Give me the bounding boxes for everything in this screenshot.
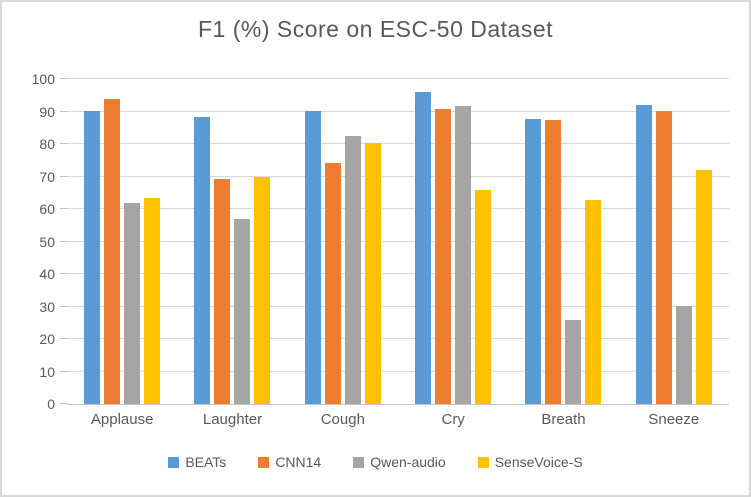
bar-group-sneeze (619, 79, 729, 404)
bar-beats-sneeze (635, 105, 652, 404)
x-axis-label-cough: Cough (320, 411, 365, 428)
legend-swatch-qwen-audio (353, 456, 365, 468)
y-tick-90 (60, 110, 67, 112)
legend-item-cnn14: CNN14 (258, 454, 321, 470)
x-axis-label-breath: Breath (541, 411, 586, 428)
gridline-10 (67, 370, 729, 372)
x-axis-label-applause: Applause (90, 411, 154, 428)
bar-sensevoice-s-applause (144, 198, 161, 404)
y-axis-label-60: 60 (39, 201, 55, 217)
bar-groups (67, 79, 729, 404)
y-axis-label-50: 50 (39, 233, 55, 250)
bar-group-cry (398, 79, 508, 404)
legend-label-sensevoice-s: SenseVoice-S (494, 454, 583, 470)
y-axis-label-30: 30 (39, 298, 55, 315)
y-axis-label-0: 0 (47, 396, 55, 412)
bar-cnn14-cry (435, 108, 452, 404)
bar-sensevoice-s-sneeze (695, 170, 712, 404)
bar-cnn14-sneeze (655, 110, 672, 404)
gridline-60 (67, 208, 729, 209)
legend-label-cnn14: CNN14 (275, 454, 322, 470)
y-axis-label-10: 10 (39, 363, 55, 380)
y-tick-70 (60, 175, 67, 177)
gridline-90 (67, 110, 729, 112)
bar-cnn14-cough (324, 162, 341, 404)
legend-item-qwen-audio: Qwen-audio (353, 454, 446, 470)
gridline-20 (67, 338, 729, 339)
gridline-40 (67, 273, 729, 274)
x-axis-label-laughter: Laughter (202, 411, 263, 428)
gridline-70 (67, 175, 729, 177)
bar-qwen-audio-applause (124, 203, 141, 404)
gridline-50 (67, 240, 729, 242)
bar-qwen-audio-sneeze (675, 306, 692, 404)
x-axis-labels: Applause Laughter Cough Cry Breath Sneeze (67, 411, 729, 428)
x-axis-label-sneeze: Sneeze (648, 411, 700, 428)
legend-swatch-sensevoice-s (477, 456, 489, 468)
y-axis-label-100: 100 (31, 71, 55, 87)
y-tick-30 (60, 305, 67, 307)
bar-beats-laughter (194, 117, 211, 404)
y-tick-60 (60, 208, 67, 209)
bar-sensevoice-s-cry (475, 190, 492, 404)
bar-group-breath (508, 79, 618, 404)
y-axis-label-70: 70 (39, 168, 55, 185)
y-axis-label-80: 80 (39, 136, 55, 152)
bar-qwen-audio-breath (565, 320, 582, 404)
plot-area: 0 10 20 30 40 50 60 70 80 90 100 (32, 72, 729, 411)
y-tick-10 (60, 370, 67, 372)
bar-sensevoice-s-laughter (254, 177, 271, 404)
bar-qwen-audio-cry (455, 106, 472, 404)
bar-cnn14-breath (545, 119, 562, 404)
bar-group-laughter (177, 79, 287, 404)
legend-label-beats: BEATs (185, 454, 227, 470)
legend-label-qwen-audio: Qwen-audio (370, 454, 446, 470)
bar-sensevoice-s-cough (364, 142, 381, 404)
x-axis-line (67, 404, 729, 405)
bar-cnn14-applause (104, 98, 121, 404)
legend: BEATs CNN14 Qwen-audio SenseVoice-S (2, 454, 749, 470)
gridline-100 (67, 78, 729, 79)
chart-title: F1 (%) Score on ESC-50 Dataset (197, 16, 554, 42)
gridline-80 (67, 143, 729, 144)
bar-cnn14-laughter (214, 178, 231, 404)
y-axis-label-90: 90 (39, 103, 55, 120)
y-axis-label-20: 20 (39, 331, 55, 347)
legend-swatch-beats (168, 456, 180, 468)
bar-beats-cry (415, 92, 432, 404)
y-tick-100 (60, 78, 67, 79)
legend-swatch-cnn14 (258, 456, 270, 468)
y-tick-40 (60, 273, 67, 274)
bar-qwen-audio-cough (344, 136, 361, 404)
y-tick-50 (60, 240, 67, 242)
y-tick-0 (60, 403, 67, 404)
y-tick-20 (60, 338, 67, 339)
bar-group-applause (67, 79, 177, 404)
y-axis-label-40: 40 (39, 266, 55, 282)
bar-sensevoice-s-breath (585, 200, 602, 404)
bar-qwen-audio-laughter (234, 218, 251, 404)
gridline-30 (67, 305, 729, 307)
bar-beats-breath (525, 118, 542, 404)
legend-item-sensevoice-s: SenseVoice-S (477, 454, 583, 470)
bar-group-cough (288, 79, 398, 404)
y-tick-80 (60, 143, 67, 144)
bar-beats-applause (84, 110, 101, 404)
x-axis-label-cry: Cry (441, 411, 465, 428)
bar-beats-cough (304, 110, 321, 404)
legend-item-beats: BEATs (168, 454, 226, 470)
